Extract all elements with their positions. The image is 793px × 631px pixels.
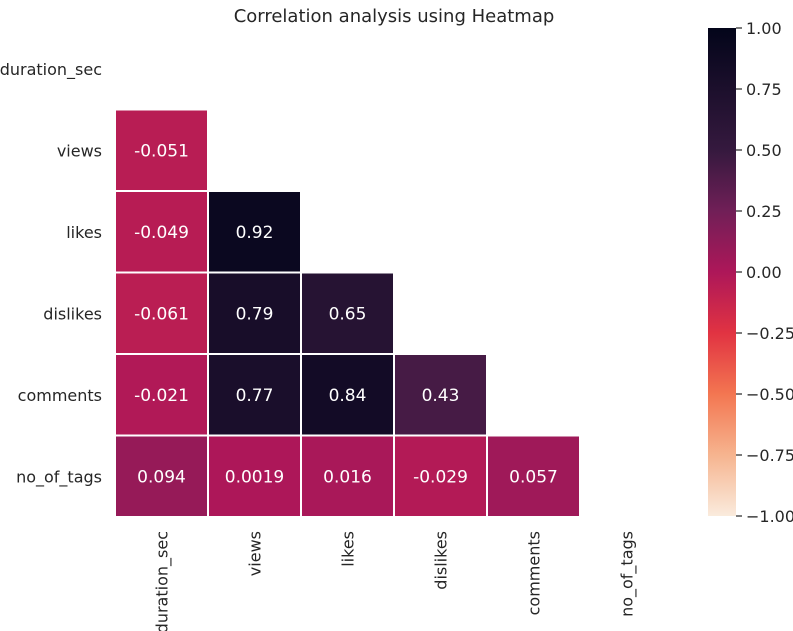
cell-annotation: 0.057 [509, 467, 558, 487]
cell-annotation: -0.061 [134, 304, 189, 324]
cell-annotation: -0.021 [134, 386, 189, 406]
column-tick-labels: duration_sec views likes dislikes comments no… [153, 531, 638, 631]
row-label-duration_sec: duration_sec [0, 60, 102, 80]
heatmap-cell-comments-dislikes [393, 353, 488, 437]
row-label-no_of_tags: no_of_tags [16, 467, 102, 487]
colorbar-tick-label: 0.00 [746, 263, 782, 282]
colorbar-tick-label: −0.75 [746, 446, 793, 465]
column-label-likes: likes [339, 531, 358, 567]
column-label-views: views [246, 531, 265, 576]
cell-annotation: 0.43 [422, 386, 460, 406]
colorbar-tick-label: 0.50 [746, 141, 782, 160]
cell-annotation: -0.029 [413, 467, 468, 487]
heatmap-cell-likes-duration_sec [114, 190, 209, 274]
heatmap-cell-no_of_tags-comments [486, 434, 581, 518]
heatmap-cells: -0.051 -0.049 0.92 -0.061 0.79 0.65 -0.021 0.77… [114, 108, 581, 518]
row-label-likes: likes [66, 223, 102, 242]
colorbar-tick-label: 0.75 [746, 80, 782, 99]
column-label-duration_sec: duration_sec [153, 531, 173, 631]
heatmap-cell-views-duration_sec [114, 108, 209, 192]
chart-title: Correlation analysis using Heatmap [234, 6, 555, 27]
colorbar-tick-label: −0.50 [746, 385, 793, 404]
cell-annotation: 0.84 [329, 386, 367, 406]
cell-annotation: 0.65 [329, 304, 367, 324]
colorbar-tick-label: 1.00 [746, 19, 782, 38]
column-label-no_of_tags: no_of_tags [618, 531, 638, 617]
heatmap-cell-no_of_tags-views [207, 434, 302, 518]
colorbar: 1.00 0.75 0.50 0.25 0.00 −0.25 −0.50 −0.75 −1.00 [708, 19, 793, 526]
cell-annotation: 0.77 [236, 386, 274, 406]
cell-annotation: 0.92 [236, 223, 274, 243]
cell-annotation: -0.049 [134, 223, 189, 243]
cell-annotation: 0.0019 [225, 467, 284, 487]
row-label-views: views [57, 141, 102, 160]
column-label-comments: comments [525, 531, 544, 615]
row-label-comments: comments [18, 386, 102, 405]
colorbar-tick-label: −0.25 [746, 324, 793, 343]
cell-annotation: -0.051 [134, 141, 189, 161]
heatmap-cell-dislikes-likes [300, 271, 395, 355]
cell-annotation: 0.016 [323, 467, 372, 487]
cell-annotation: 0.094 [137, 467, 186, 487]
heatmap-cell-no_of_tags-dislikes [393, 434, 488, 518]
heatmap-cell-no_of_tags-likes [300, 434, 395, 518]
cell-annotation: 0.79 [236, 304, 274, 324]
colorbar-tick-label: −1.00 [746, 507, 793, 526]
row-label-dislikes: dislikes [43, 304, 102, 323]
colorbar-tick-label: 0.25 [746, 202, 782, 221]
column-label-dislikes: dislikes [432, 531, 451, 590]
colorbar-gradient [708, 28, 736, 516]
heatmap-cell-comments-views [207, 353, 302, 437]
